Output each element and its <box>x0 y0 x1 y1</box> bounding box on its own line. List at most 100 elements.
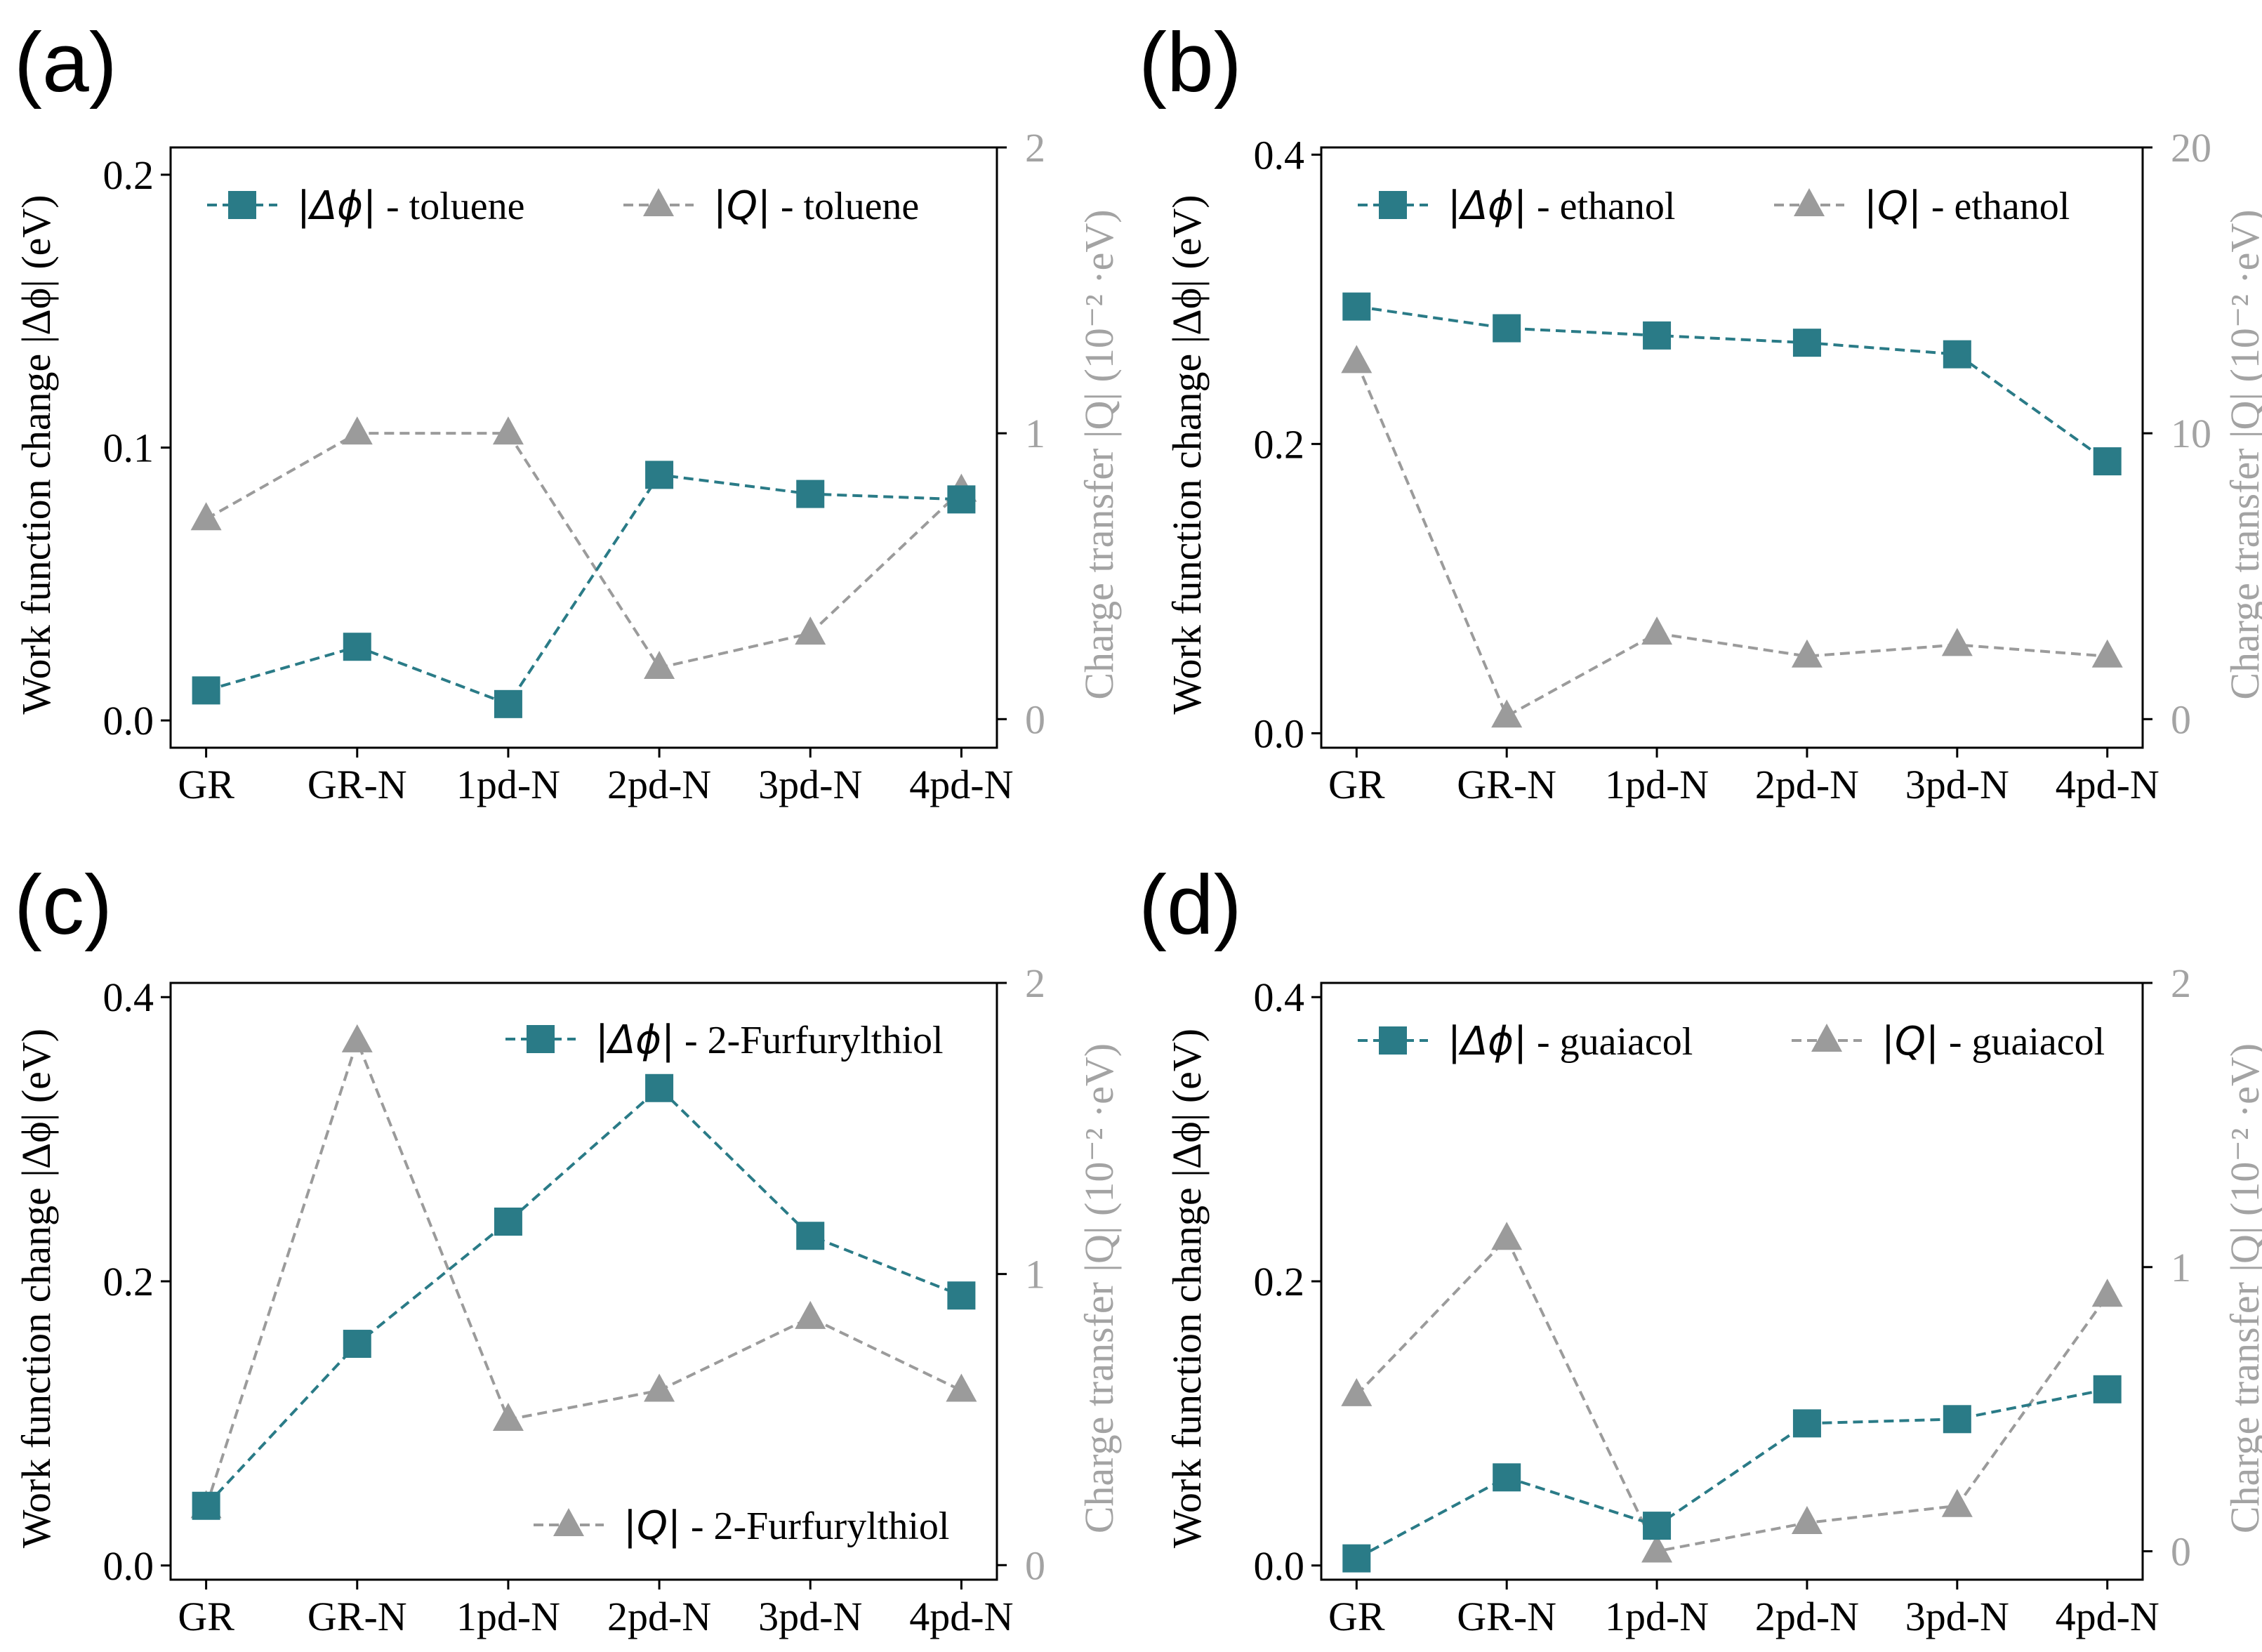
legend-entry: |Q| - ethanol <box>1774 183 2070 229</box>
y-right-tick-label: 0 <box>1025 1542 1045 1588</box>
square-point <box>343 1330 371 1359</box>
square-point <box>1943 340 1971 369</box>
y-left-tick-label: 0.2 <box>1254 1259 1305 1304</box>
legend-square-marker <box>527 1025 555 1053</box>
legend-symbol: |Δϕ| <box>1448 183 1527 229</box>
y-right-label-unit: (10⁻² ·eV) <box>2222 209 2262 392</box>
triangle-point <box>795 1300 826 1329</box>
y-left-label-symbol: |Δϕ| <box>1164 1114 1210 1177</box>
y-right-tick-label: 20 <box>2171 125 2211 171</box>
triangle-point <box>795 616 826 645</box>
y-right-axis-label: Charge transfer |Q| (10⁻² ·eV) <box>1076 1043 1122 1533</box>
legend-suffix: - ethanol <box>1527 185 1675 228</box>
y-right-tick-label: 0 <box>2171 1529 2191 1575</box>
square-point <box>2093 447 2122 476</box>
x-tick-label: GR-N <box>1457 762 1556 807</box>
legend-entry: |Δϕ| - ethanol <box>1358 183 1675 229</box>
triangle-point <box>1341 345 1373 374</box>
legend-triangle-marker <box>1794 188 1825 216</box>
square-point <box>343 633 371 661</box>
square-point <box>1493 1463 1521 1492</box>
x-tick-label: 3pd-N <box>1905 1594 2009 1639</box>
square-point <box>947 1281 976 1310</box>
triangle-point <box>1791 1506 1823 1535</box>
triangle-point <box>644 651 675 679</box>
panel-d: (d) GR GR-N 1pd-N 2pd-N 3pd-N 4pd-N 0.0 0.2 0.4 0 1… <box>1139 858 2262 1639</box>
plot-frame <box>169 146 998 749</box>
y-left-tick-label: 0.4 <box>1254 974 1305 1020</box>
triangle-point <box>1791 639 1823 668</box>
y-left-label-symbol: |Δϕ| <box>1164 279 1210 343</box>
x-tick-label: 3pd-N <box>758 762 862 807</box>
legend-label: |Δϕ| - 2-Furfurylthiol <box>595 1017 944 1063</box>
plot-frame <box>1320 982 2144 1581</box>
x-tick-label: 4pd-N <box>2056 762 2160 807</box>
x-tick-label: GR-N <box>1457 1594 1556 1639</box>
panel-label: (a) <box>14 15 117 110</box>
x-tick-label: 4pd-N <box>909 1594 1013 1639</box>
triangle-point <box>644 1373 675 1402</box>
legend-entry: |Q| - toluene <box>623 183 919 229</box>
y-left-label-symbol: |Δϕ| <box>13 1114 59 1177</box>
legend-suffix: - toluene <box>376 185 524 228</box>
panel-label: (c) <box>14 858 112 952</box>
square-point <box>1792 329 1821 357</box>
y-right-tick-label: 10 <box>2171 411 2211 456</box>
legend-label: |Δϕ| - toluene <box>297 183 524 229</box>
y-right-label-symbol: |Q| <box>1076 1226 1122 1271</box>
legend-triangle-marker <box>643 188 674 216</box>
legend-entry: |Δϕ| - toluene <box>207 183 524 229</box>
square-point <box>796 480 825 508</box>
x-tick-label: 3pd-N <box>1905 762 2009 807</box>
panel-label: (b) <box>1139 15 1242 110</box>
y-left-tick-label: 0.1 <box>103 425 154 471</box>
triangle-point <box>2091 1278 2123 1307</box>
y-left-label-text: Work function change <box>1164 343 1210 714</box>
legend-entry: |Q| - guaiacol <box>1792 1019 2105 1064</box>
legend-symbol: |Q| <box>1864 183 1922 229</box>
plot-frame <box>1320 146 2144 749</box>
y-left-label-text: Work function change <box>13 343 59 714</box>
series-line-right <box>1355 361 2108 719</box>
y-right-label-text: Charge transfer <box>1076 1272 1122 1534</box>
square-point <box>2093 1375 2122 1403</box>
x-tick-label: 3pd-N <box>758 1594 862 1639</box>
legend-triangle-marker <box>553 1508 584 1536</box>
x-tick-label: GR <box>1328 762 1385 807</box>
y-left-tick-label: 0.2 <box>1254 421 1305 467</box>
y-right-tick-label: 2 <box>2171 960 2191 1006</box>
series-line-left <box>1356 305 2108 463</box>
legend-label: |Q| - toluene <box>713 183 919 229</box>
triangle-point <box>1941 628 1973 656</box>
series-line-right <box>204 1037 963 1507</box>
legend-suffix: - 2-Furfurylthiol <box>675 1019 944 1062</box>
legend-entry: |Q| - 2-Furfurylthiol <box>534 1503 949 1549</box>
square-point <box>1643 321 1672 350</box>
y-right-label-symbol: |Q| <box>2222 1226 2262 1271</box>
legend-symbol: |Q| <box>1881 1019 1939 1064</box>
x-tick-label: 4pd-N <box>2056 1594 2160 1639</box>
y-right-tick-label: 1 <box>1025 411 1045 456</box>
y-left-tick-label: 0.0 <box>1254 711 1305 756</box>
y-left-label-unit: (eV) <box>1164 1029 1210 1114</box>
square-point <box>1792 1409 1821 1438</box>
square-point <box>494 1208 522 1236</box>
triangle-point <box>1491 699 1523 728</box>
plot-frame <box>169 982 998 1581</box>
y-right-tick-label: 0 <box>2171 696 2191 742</box>
square-point <box>192 1491 220 1520</box>
x-tick-label: GR-N <box>307 762 407 807</box>
triangle-point <box>2091 639 2123 668</box>
y-left-axis-label: Work function change |Δϕ| (eV) <box>1164 1029 1210 1548</box>
y-right-tick-label: 2 <box>1025 960 1045 1006</box>
triangle-point <box>341 1024 373 1052</box>
legend-suffix: - guaiacol <box>1527 1020 1693 1064</box>
x-tick-label: 1pd-N <box>1605 1594 1709 1639</box>
square-point <box>1643 1512 1672 1540</box>
x-tick-label: 1pd-N <box>1605 762 1709 807</box>
square-point <box>494 689 522 718</box>
x-tick-label: 1pd-N <box>456 762 560 807</box>
triangle-point <box>1941 1488 1973 1517</box>
x-tick-label: GR <box>1328 1594 1385 1639</box>
